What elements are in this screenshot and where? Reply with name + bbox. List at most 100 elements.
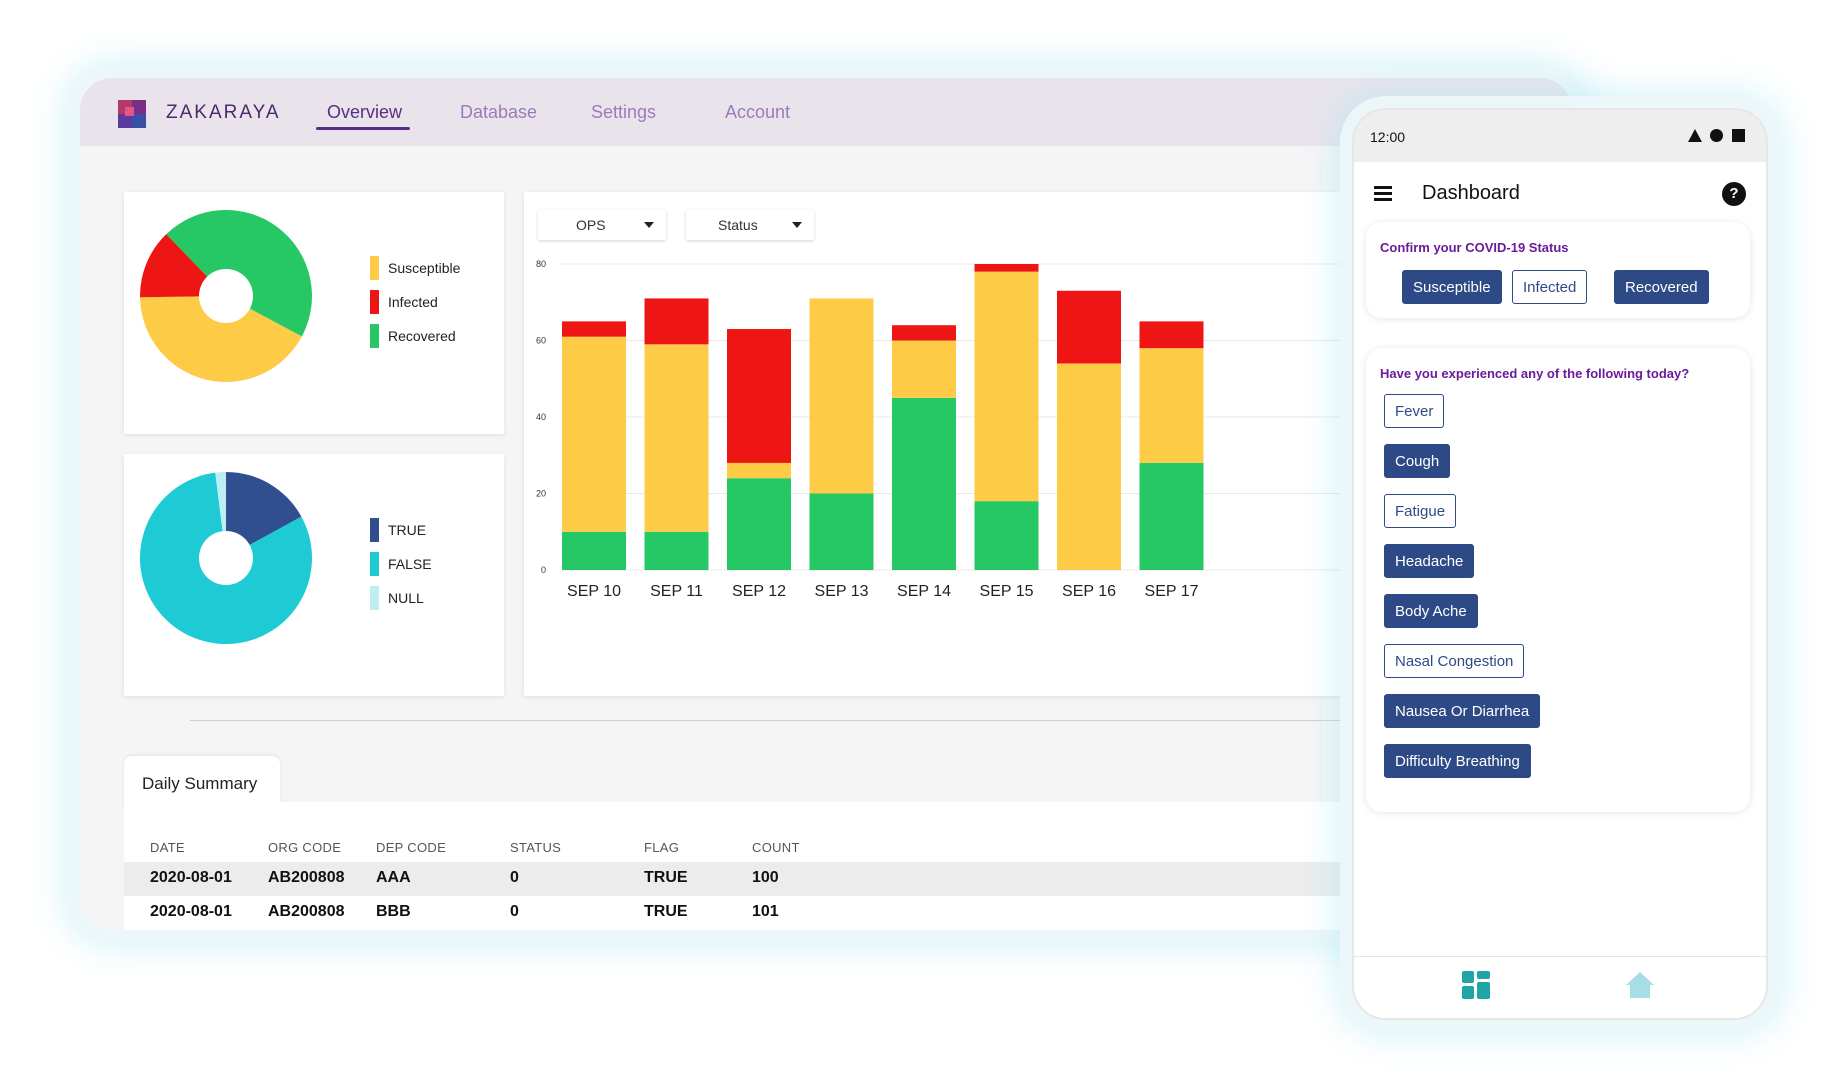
bar-sep-10-infected[interactable] bbox=[562, 321, 626, 337]
top-navigation-bar: ZAKARAYA Overview Database Settings Acco… bbox=[80, 78, 1572, 146]
status-chip-susceptible[interactable]: Susceptible bbox=[1402, 270, 1502, 304]
cell-flag: TRUE bbox=[644, 869, 688, 886]
bottom-navigation bbox=[1354, 956, 1766, 1018]
status-pie-card: Susceptible Infected Recovered bbox=[124, 192, 504, 434]
bar-sep-11-recovered[interactable] bbox=[644, 531, 709, 570]
x-tick-label: SEP 12 bbox=[732, 583, 786, 600]
y-tick-label: 60 bbox=[536, 336, 546, 346]
status-chip-infected[interactable]: Infected bbox=[1512, 270, 1588, 304]
stacked-bar-chart: 0 20 40 60 80 SEP 10 SEP 11 SEP 12 SEP 13 SEP 14 S… bbox=[536, 259, 1572, 600]
legend-label-infected: Infected bbox=[388, 294, 438, 310]
legend-label-null: NULL bbox=[388, 590, 424, 606]
desktop-window: ZAKARAYA Overview Database Settings Acco… bbox=[80, 78, 1572, 930]
bar-sep-14-recovered[interactable] bbox=[892, 397, 956, 570]
legend-swatch-true bbox=[370, 518, 379, 542]
bar-sep-14-infected[interactable] bbox=[892, 325, 956, 341]
ops-dropdown[interactable]: OPS bbox=[538, 210, 666, 240]
status-bar-time: 12:00 bbox=[1370, 129, 1406, 145]
bar-sep-14-susceptible[interactable] bbox=[892, 340, 956, 398]
bar-sep-15-recovered[interactable] bbox=[974, 501, 1039, 570]
cell-flag: TRUE bbox=[644, 903, 688, 920]
status-pie-donut-hole bbox=[199, 269, 253, 323]
bar-sep-15-susceptible[interactable] bbox=[974, 271, 1039, 502]
hamburger-menu-icon[interactable] bbox=[1374, 186, 1392, 202]
bar-sep-10-susceptible[interactable] bbox=[562, 336, 626, 532]
flag-pie-card: TRUE FALSE NULL bbox=[124, 454, 504, 696]
symptoms-title: Have you experienced any of the followin… bbox=[1380, 366, 1690, 381]
flag-pie-donut-hole bbox=[199, 531, 253, 585]
legend-swatch-null bbox=[370, 586, 379, 610]
tab-database[interactable]: Database bbox=[460, 102, 538, 122]
cell-date: 2020-08-01 bbox=[150, 903, 232, 920]
home-icon[interactable] bbox=[1626, 971, 1654, 999]
cell-status: 0 bbox=[510, 903, 519, 920]
tab-overview[interactable]: Overview bbox=[327, 102, 403, 122]
bar-sep-13-recovered[interactable] bbox=[809, 493, 874, 571]
status-pie-chart bbox=[140, 210, 312, 382]
help-icon[interactable]: ? bbox=[1722, 182, 1746, 206]
table-row[interactable]: 2020-08-01 AB200808 BBB 0 TRUE 101 bbox=[124, 896, 1572, 930]
bar-sep-12-susceptible[interactable] bbox=[727, 462, 791, 479]
cell-date: 2020-08-01 bbox=[150, 869, 232, 886]
bar-sep-12-infected[interactable] bbox=[727, 329, 791, 463]
symptom-chip-fatigue[interactable]: Fatigue bbox=[1384, 494, 1457, 528]
tab-account[interactable]: Account bbox=[725, 102, 791, 122]
section-divider bbox=[190, 720, 1460, 721]
legend-label-false: FALSE bbox=[388, 556, 432, 572]
flag-pie-chart bbox=[139, 472, 312, 645]
cell-count: 100 bbox=[752, 869, 779, 886]
y-tick-label: 80 bbox=[536, 259, 546, 269]
symptom-chip-body-ache[interactable]: Body Ache bbox=[1384, 594, 1478, 628]
bar-sep-11-infected[interactable] bbox=[644, 298, 709, 345]
bar-sep-17-recovered[interactable] bbox=[1139, 462, 1204, 570]
bar-sep-12-recovered[interactable] bbox=[727, 478, 791, 570]
bar-sep-10-recovered[interactable] bbox=[562, 531, 626, 570]
cell-dep-code: BBB bbox=[376, 903, 411, 920]
battery-icon bbox=[1732, 129, 1745, 142]
symptom-chip-nasal-congestion[interactable]: Nasal Congestion bbox=[1384, 644, 1525, 678]
status-chip-recovered[interactable]: Recovered bbox=[1614, 270, 1709, 304]
bar-sep-17-susceptible[interactable] bbox=[1139, 348, 1204, 463]
symptom-chip-fever[interactable]: Fever bbox=[1384, 394, 1445, 428]
cell-status: 0 bbox=[510, 869, 519, 886]
bar-sep-15-infected[interactable] bbox=[974, 264, 1039, 272]
ops-dropdown-label: OPS bbox=[576, 217, 606, 233]
brand-name: ZAKARAYA bbox=[166, 102, 281, 123]
mobile-app-frame: 12:00 Dashboard ? Confirm your COVID-19 … bbox=[1352, 108, 1768, 1020]
col-header-count: COUNT bbox=[752, 840, 800, 855]
status-dropdown-label: Status bbox=[718, 217, 758, 233]
bar-sep-16-susceptible[interactable] bbox=[1057, 363, 1121, 570]
col-header-flag: FLAG bbox=[644, 840, 680, 855]
x-tick-label: SEP 11 bbox=[650, 583, 703, 600]
x-tick-label: SEP 17 bbox=[1145, 583, 1199, 600]
wifi-dot-icon bbox=[1710, 129, 1723, 142]
flag-pie-slice-true[interactable] bbox=[226, 472, 302, 558]
table-row[interactable]: 2020-08-01 AB200808 AAA 0 TRUE 100 bbox=[124, 862, 1572, 896]
bar-sep-11-susceptible[interactable] bbox=[644, 344, 709, 532]
legend-swatch-false bbox=[370, 552, 379, 576]
symptom-chip-cough[interactable]: Cough bbox=[1384, 444, 1451, 478]
covid-status-card: Confirm your COVID-19 Status Susceptible… bbox=[1366, 222, 1750, 318]
x-tick-label: SEP 16 bbox=[1062, 583, 1116, 600]
status-pie-slice-susceptible[interactable] bbox=[140, 296, 302, 382]
x-tick-label: SEP 14 bbox=[897, 583, 951, 600]
cell-dep-code: AAA bbox=[376, 869, 411, 886]
bar-sep-17-infected[interactable] bbox=[1139, 321, 1204, 349]
active-tab-underline bbox=[316, 127, 410, 130]
signal-icon bbox=[1688, 129, 1702, 142]
flag-pie-slices bbox=[139, 472, 312, 645]
symptom-chip-difficulty-breathing[interactable]: Difficulty Breathing bbox=[1384, 744, 1531, 778]
tab-settings[interactable]: Settings bbox=[591, 102, 657, 122]
status-dropdown-caret-icon bbox=[792, 222, 802, 228]
legend-label-susceptible: Susceptible bbox=[388, 260, 461, 276]
bar-sep-13-susceptible[interactable] bbox=[809, 298, 874, 494]
phone-status-bar: 12:00 bbox=[1354, 110, 1766, 162]
col-header-dep-code: DEP CODE bbox=[376, 840, 447, 855]
legend-swatch-recovered bbox=[370, 324, 379, 348]
symptom-chip-headache[interactable]: Headache bbox=[1384, 544, 1475, 578]
symptom-chip-nausea-or-diarrhea[interactable]: Nausea Or Diarrhea bbox=[1384, 694, 1541, 728]
status-dropdown[interactable]: Status bbox=[686, 210, 814, 240]
bar-sep-16-infected[interactable] bbox=[1057, 290, 1121, 364]
col-header-org-code: ORG CODE bbox=[268, 840, 342, 855]
dashboard-icon[interactable] bbox=[1462, 971, 1490, 999]
